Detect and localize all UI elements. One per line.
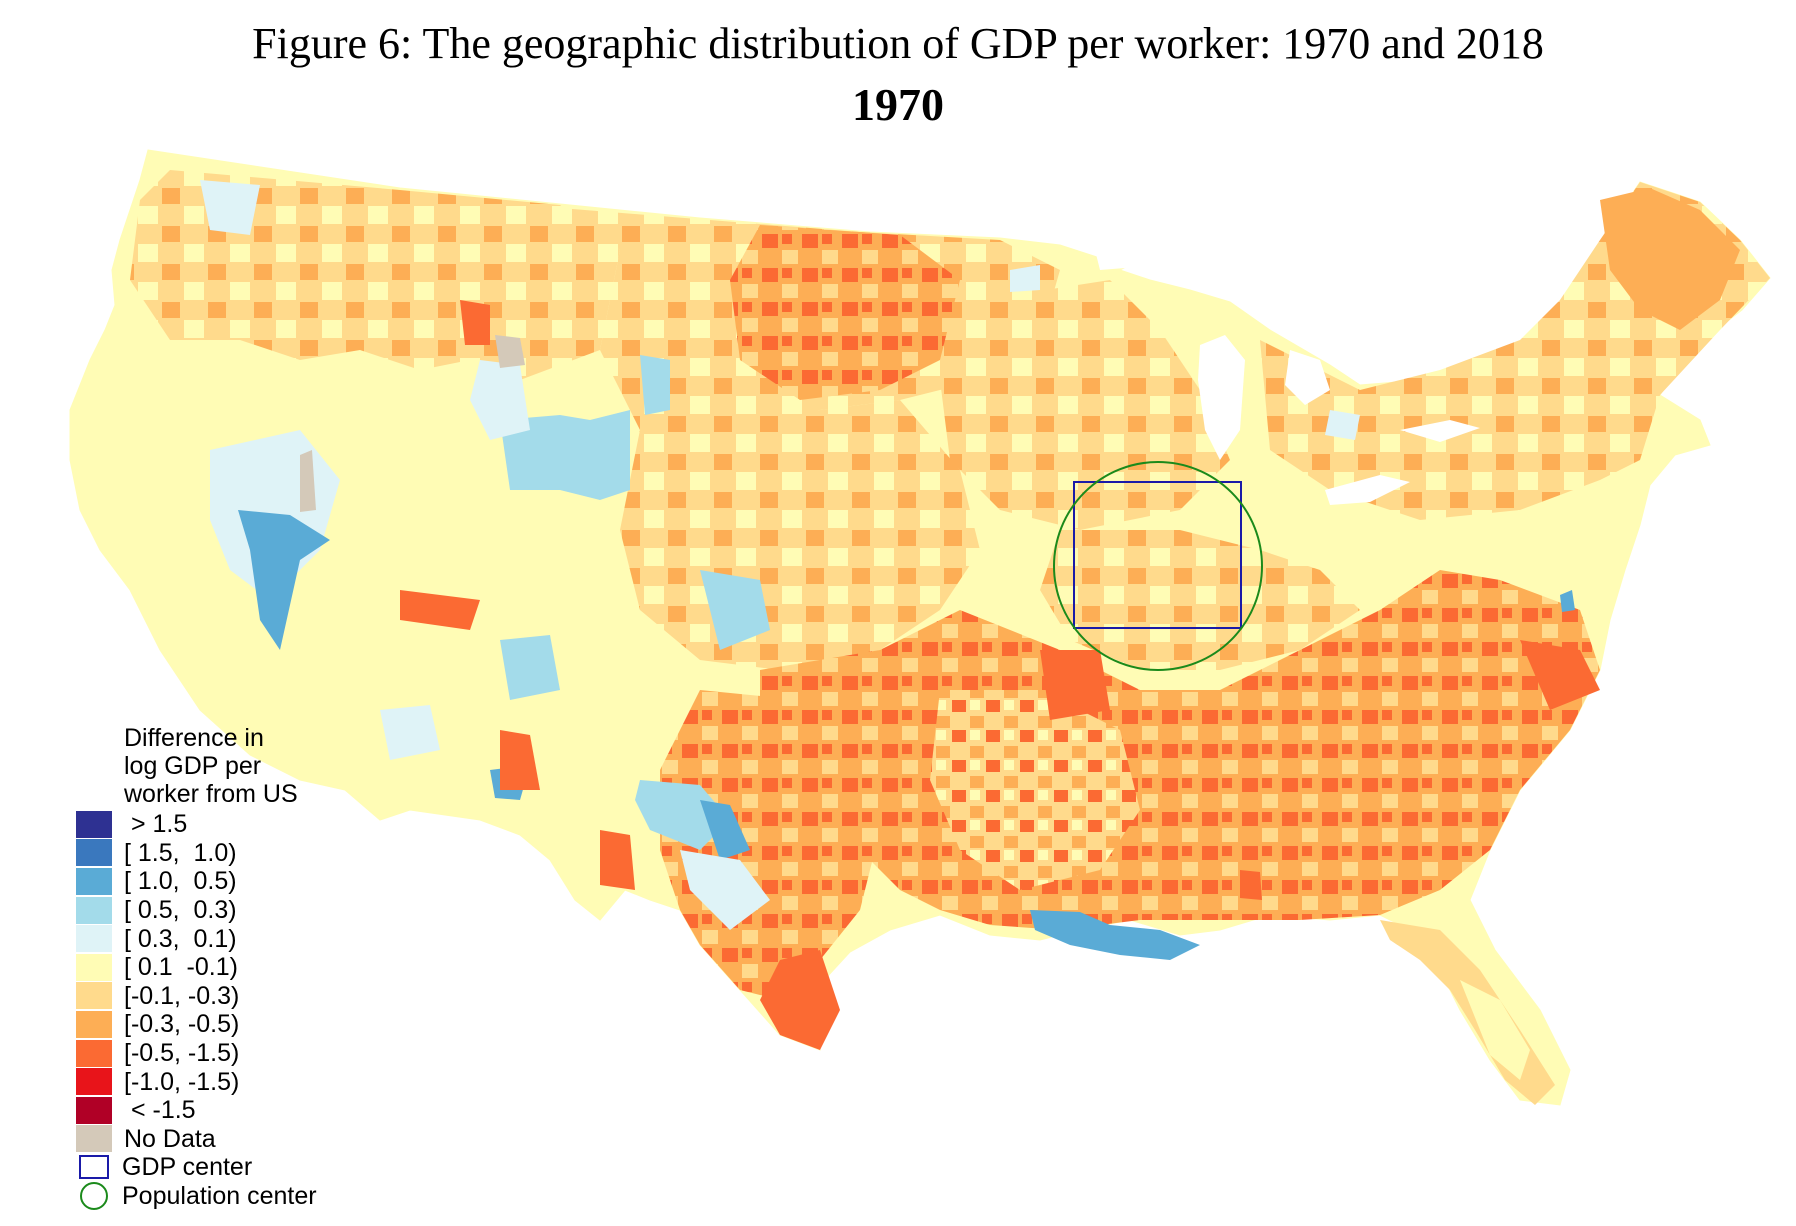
legend-item-label: [-0.3, -0.5) bbox=[124, 1010, 240, 1039]
legend-item: [ 0.1 -0.1) bbox=[76, 953, 376, 982]
legend-swatch bbox=[76, 1010, 112, 1038]
legend-item: [-0.5, -1.5) bbox=[76, 1039, 376, 1068]
figure-subtitle: 1970 bbox=[852, 79, 944, 130]
legend-item-label: [ 0.1 -0.1) bbox=[124, 953, 238, 982]
legend-item-label: [ 0.5, 0.3) bbox=[124, 896, 237, 925]
legend-title-line-3: worker from US bbox=[124, 780, 298, 808]
legend-item: [ 1.5, 1.0) bbox=[76, 839, 376, 868]
legend-title-line-2: log GDP per bbox=[124, 752, 262, 780]
legend-item-label: [ 0.3, 0.1) bbox=[124, 924, 237, 953]
legend-swatch bbox=[76, 982, 112, 1010]
legend-title: Difference in log GDP per worker from US bbox=[124, 724, 376, 808]
legend-item-label: [-1.0, -1.5) bbox=[124, 1067, 240, 1096]
legend-swatch bbox=[76, 925, 112, 953]
legend-population-center: Population center bbox=[76, 1182, 376, 1211]
legend-item: No Data bbox=[76, 1125, 376, 1154]
legend-swatch bbox=[76, 810, 112, 838]
legend-item-label: [-0.1, -0.3) bbox=[124, 981, 240, 1010]
population-center-label: Population center bbox=[122, 1182, 317, 1211]
population-center-circle bbox=[1053, 461, 1263, 671]
legend-item-label: [ 1.0, 0.5) bbox=[124, 867, 237, 896]
gdp-center-box bbox=[1073, 481, 1242, 629]
legend-item-label: > 1.5 bbox=[124, 810, 188, 839]
gdp-center-symbol bbox=[79, 1155, 109, 1180]
legend-item: [ 0.5, 0.3) bbox=[76, 896, 376, 925]
legend-swatch bbox=[76, 839, 112, 867]
legend-swatch bbox=[76, 1096, 112, 1124]
legend-swatch bbox=[76, 1039, 112, 1067]
figure-title: Figure 6: The geographic distribution of… bbox=[252, 19, 1544, 68]
map-legend: Difference in log GDP per worker from US… bbox=[76, 724, 376, 1211]
legend-swatch bbox=[76, 1068, 112, 1096]
legend-item: < -1.5 bbox=[76, 1096, 376, 1125]
legend-item: [-0.3, -0.5) bbox=[76, 1010, 376, 1039]
legend-item-label: < -1.5 bbox=[124, 1096, 196, 1125]
legend-item-label: [ 1.5, 1.0) bbox=[124, 838, 237, 867]
legend-swatch bbox=[76, 1125, 112, 1153]
legend-item: [-0.1, -0.3) bbox=[76, 982, 376, 1011]
legend-swatch bbox=[76, 896, 112, 924]
legend-title-line-1: Difference in bbox=[124, 724, 264, 752]
great-lakes bbox=[1095, 242, 1480, 505]
legend-item-label: No Data bbox=[124, 1124, 216, 1153]
legend-swatch bbox=[76, 953, 112, 981]
population-center-symbol bbox=[80, 1182, 108, 1211]
legend-item-label: [-0.5, -1.5) bbox=[124, 1039, 240, 1068]
us-county-map bbox=[69, 149, 1771, 1106]
legend-item: [ 1.0, 0.5) bbox=[76, 867, 376, 896]
legend-item: > 1.5 bbox=[76, 810, 376, 839]
legend-item: [-1.0, -1.5) bbox=[76, 1067, 376, 1096]
gdp-center-label: GDP center bbox=[122, 1153, 253, 1182]
map-regional-patterns bbox=[130, 170, 1770, 1105]
map-county-highlights bbox=[200, 180, 1600, 960]
legend-swatch bbox=[76, 867, 112, 895]
legend-item: [ 0.3, 0.1) bbox=[76, 924, 376, 953]
legend-gdp-center: GDP center bbox=[76, 1153, 376, 1182]
legend-classes: > 1.5[ 1.5, 1.0)[ 1.0, 0.5)[ 0.5, 0.3)[ … bbox=[76, 810, 376, 1153]
